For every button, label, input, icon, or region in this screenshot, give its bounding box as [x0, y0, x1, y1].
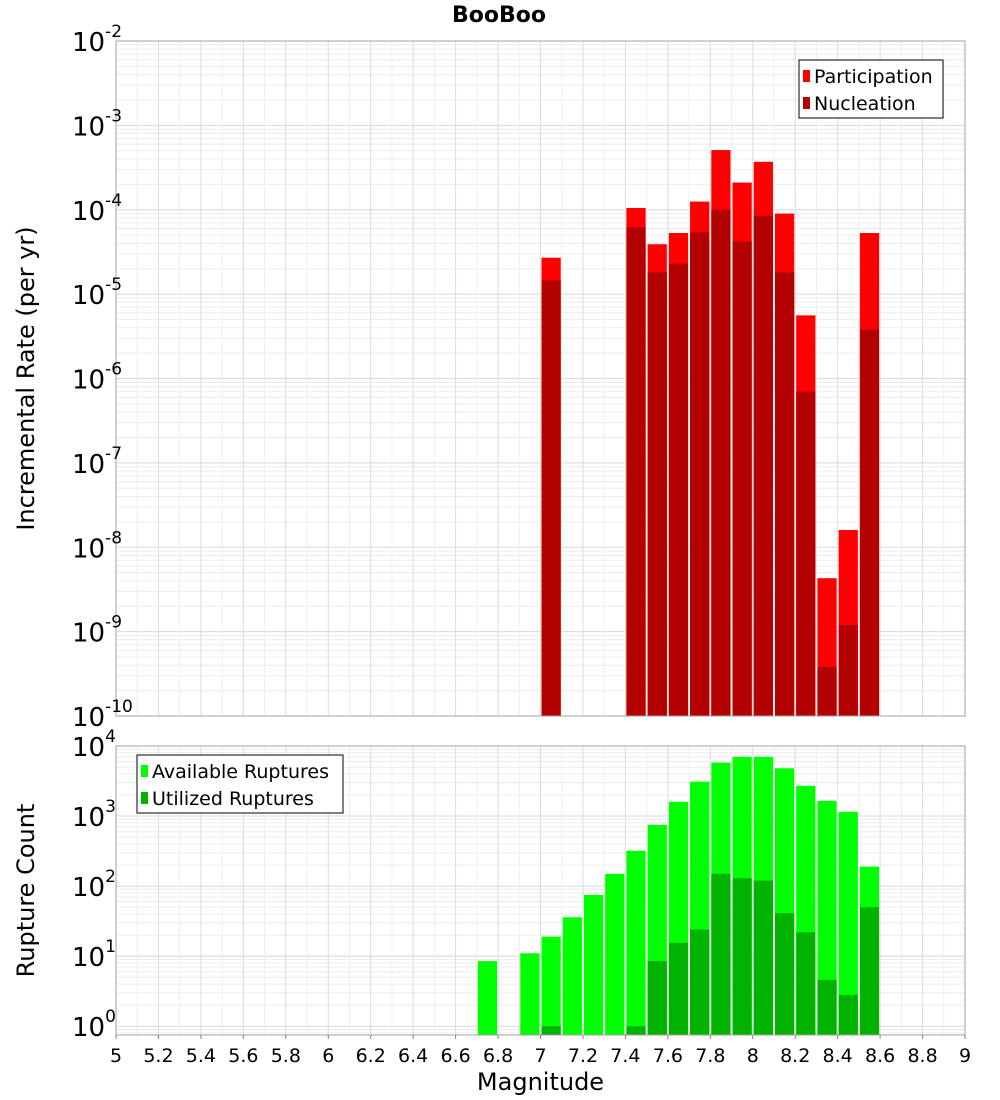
- legend-label: Utilized Ruptures: [152, 788, 314, 810]
- bar: [626, 227, 646, 716]
- y-tick-label: 104: [72, 727, 116, 763]
- bar: [647, 272, 667, 716]
- magnitude-x-ticks: 5 5.2 5.4 5.6 5.8 6 6.2 6.4 6.6 6.8 7 7.2 7.4 7.6 7.8 8…: [110, 1035, 971, 1067]
- y-tick-label: 10-7: [72, 444, 122, 480]
- y-tick-label: 103: [72, 797, 116, 833]
- bar: [626, 1026, 646, 1035]
- y-tick-label: 10-9: [72, 613, 122, 649]
- y-tick-label: 101: [72, 937, 116, 973]
- x-tick-label: 5.2: [143, 1045, 173, 1067]
- x-tick-label: 8: [747, 1045, 759, 1067]
- x-tick-label: 8.2: [780, 1045, 810, 1067]
- rate-panel: 10-10 10-9 10-8 10-7 10-6 10-5 10-4 10-3 10-2 In…: [12, 22, 966, 733]
- x-tick-label: 5.4: [186, 1045, 216, 1067]
- count-bars: [477, 756, 880, 1035]
- chart-title: BooBoo: [452, 3, 546, 28]
- bar: [711, 209, 731, 716]
- y-tick-label: 10-6: [72, 360, 122, 396]
- rate-bars: [541, 150, 880, 717]
- bar: [626, 850, 646, 1035]
- x-tick-label: 9: [959, 1045, 971, 1067]
- bar: [817, 979, 837, 1035]
- bar: [774, 913, 795, 1035]
- bar: [859, 329, 880, 716]
- bar: [732, 241, 752, 717]
- bar: [690, 232, 710, 716]
- bar: [838, 811, 858, 1035]
- rate-legend: Participation Nucleation: [798, 59, 944, 119]
- bar: [583, 894, 604, 1035]
- x-tick-label: 8.6: [865, 1045, 895, 1067]
- x-tick-label: 5.8: [271, 1045, 301, 1067]
- x-tick-label: 6.4: [398, 1045, 428, 1067]
- legend-swatch: [803, 97, 810, 109]
- y-tick-label: 10-10: [72, 697, 133, 733]
- bar: [562, 917, 582, 1035]
- y-tick-label: 10-3: [72, 106, 122, 142]
- x-tick-label: 5.6: [228, 1045, 258, 1067]
- count-y-ticks: 100 101 102 103 104: [72, 727, 116, 1043]
- legend-box: [136, 754, 344, 814]
- bar: [732, 878, 752, 1035]
- y-tick-label: 100: [72, 1007, 116, 1043]
- x-tick-label: 7.2: [568, 1045, 598, 1067]
- bar: [647, 961, 667, 1035]
- x-tick-label: 6.8: [483, 1045, 513, 1067]
- count-panel: 100 101 102 103 104 5 5.2 5.4 5.6 5.8 6 6.2 6.4 6.6 6…: [12, 727, 971, 1096]
- x-tick-label: 8.4: [823, 1045, 853, 1067]
- x-tick-label: 7.4: [610, 1045, 640, 1067]
- bar: [541, 280, 561, 716]
- legend-swatch: [141, 792, 148, 804]
- y-tick-label: 10-4: [72, 191, 122, 227]
- x-tick-label: 8.8: [907, 1045, 937, 1067]
- bar: [668, 263, 689, 716]
- count-legend: Available Ruptures Utilized Ruptures: [136, 754, 344, 814]
- x-tick-label: 6.2: [356, 1045, 386, 1067]
- x-tick-label: 6: [322, 1045, 334, 1067]
- rate-y-axis-label: Incremental Rate (per yr): [12, 226, 40, 530]
- bar: [541, 1026, 561, 1035]
- bar: [838, 624, 858, 716]
- bar: [711, 873, 731, 1035]
- bar: [520, 953, 540, 1035]
- rate-gridlines: [115, 40, 966, 717]
- legend-swatch: [141, 765, 148, 777]
- legend-label: Nucleation: [814, 93, 916, 115]
- y-tick-label: 102: [72, 867, 116, 903]
- y-tick-label: 10-8: [72, 528, 122, 564]
- bar: [668, 942, 689, 1035]
- magnitude-x-axis-label: Magnitude: [477, 1068, 604, 1096]
- y-tick-label: 10-2: [72, 22, 122, 58]
- bar: [753, 880, 773, 1035]
- bar: [774, 272, 795, 716]
- bar: [753, 215, 773, 717]
- x-tick-label: 7.6: [653, 1045, 683, 1067]
- bar: [605, 873, 625, 1035]
- x-tick-label: 6.6: [440, 1045, 470, 1067]
- bar: [796, 391, 816, 716]
- legend-box: [798, 59, 944, 119]
- bar: [838, 994, 858, 1035]
- bar: [541, 936, 561, 1035]
- rate-plot-frame: [115, 40, 966, 717]
- x-tick-label: 5: [110, 1045, 122, 1067]
- legend-swatch: [803, 70, 810, 82]
- bar: [796, 932, 816, 1035]
- bar: [859, 907, 880, 1035]
- legend-label: Participation: [814, 66, 933, 88]
- x-tick-label: 7.8: [695, 1045, 725, 1067]
- bar: [817, 800, 837, 1035]
- bar: [477, 961, 498, 1035]
- y-tick-label: 10-5: [72, 275, 122, 311]
- legend-label: Available Ruptures: [152, 761, 329, 783]
- x-tick-label: 7: [534, 1045, 546, 1067]
- count-y-axis-label: Rupture Count: [12, 804, 40, 978]
- bar: [690, 929, 710, 1035]
- bar: [817, 667, 837, 716]
